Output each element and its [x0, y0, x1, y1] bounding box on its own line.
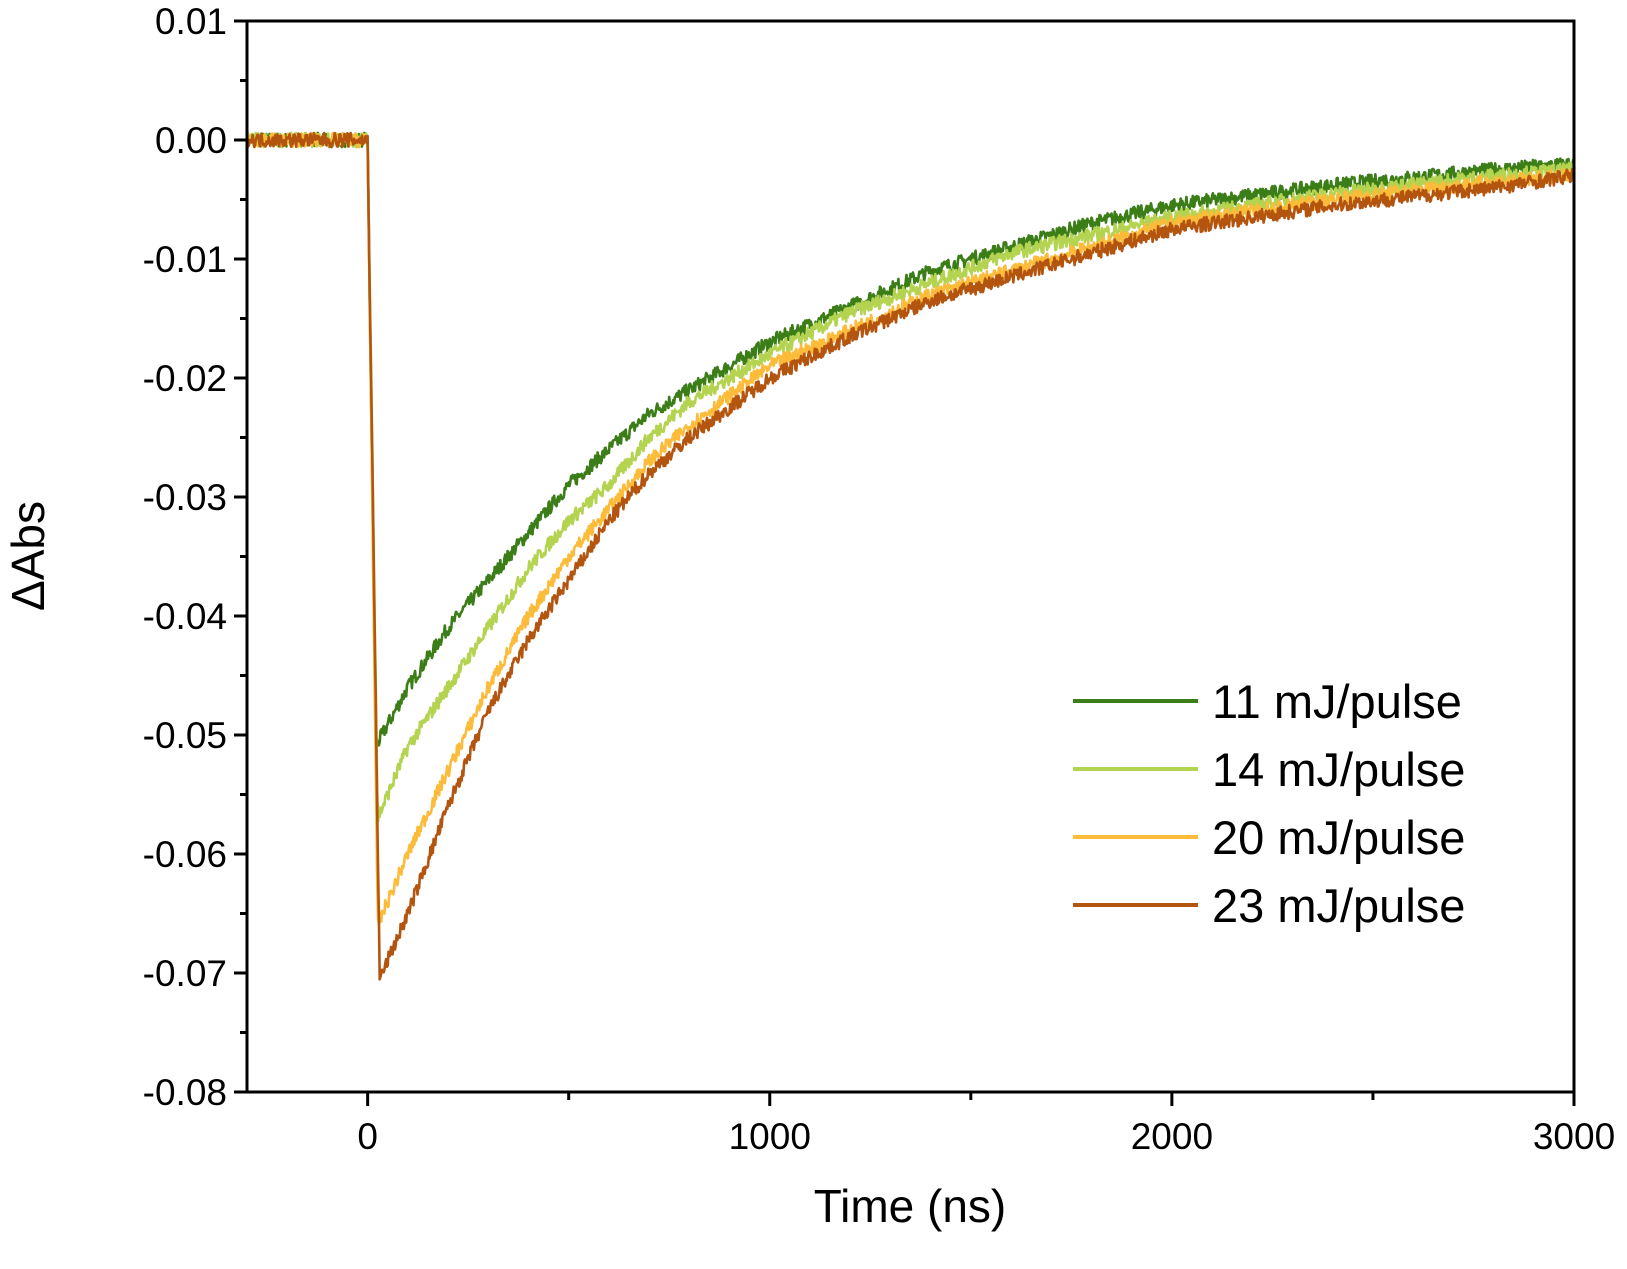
- y-tick-label: -0.08: [143, 1072, 227, 1113]
- x-tick-label: 3000: [1533, 1116, 1615, 1157]
- series-line-2: [245, 131, 1575, 823]
- legend-label: 11 mJ/pulse: [1212, 675, 1462, 728]
- y-tick-label: -0.07: [143, 953, 227, 994]
- y-tick-label: -0.01: [143, 239, 227, 280]
- series-line-1: [245, 131, 1575, 750]
- x-tick-label: 2000: [1131, 1116, 1213, 1157]
- y-tick-label: -0.05: [143, 715, 227, 756]
- x-axis-label: Time (ns): [814, 1180, 1007, 1232]
- y-tick-label: -0.04: [143, 596, 227, 637]
- y-axis-label: ΔAbs: [2, 501, 54, 611]
- y-tick-label: 0.01: [155, 1, 227, 42]
- series-line-4: [246, 131, 1575, 981]
- y-tick-label: -0.06: [143, 834, 227, 875]
- y-tick-label: -0.03: [143, 477, 227, 518]
- legend: 11 mJ/pulse 14 mJ/pulse 20 mJ/pulse 23 mJ/p…: [1073, 675, 1465, 932]
- ticks-layer: 0.01 0.00 -0.01 -0.02 -0.03 -0.04 -0.05 -0.06 -0…: [143, 1, 1616, 1157]
- x-tick-label: 1000: [729, 1116, 811, 1157]
- series-layer: [245, 131, 1576, 981]
- legend-label: 14 mJ/pulse: [1212, 743, 1465, 796]
- x-tick-label: 0: [357, 1116, 378, 1157]
- legend-label: 23 mJ/pulse: [1212, 879, 1465, 932]
- y-tick-label: 0.00: [155, 120, 227, 161]
- legend-label: 20 mJ/pulse: [1212, 811, 1465, 864]
- y-tick-label: -0.02: [143, 358, 227, 399]
